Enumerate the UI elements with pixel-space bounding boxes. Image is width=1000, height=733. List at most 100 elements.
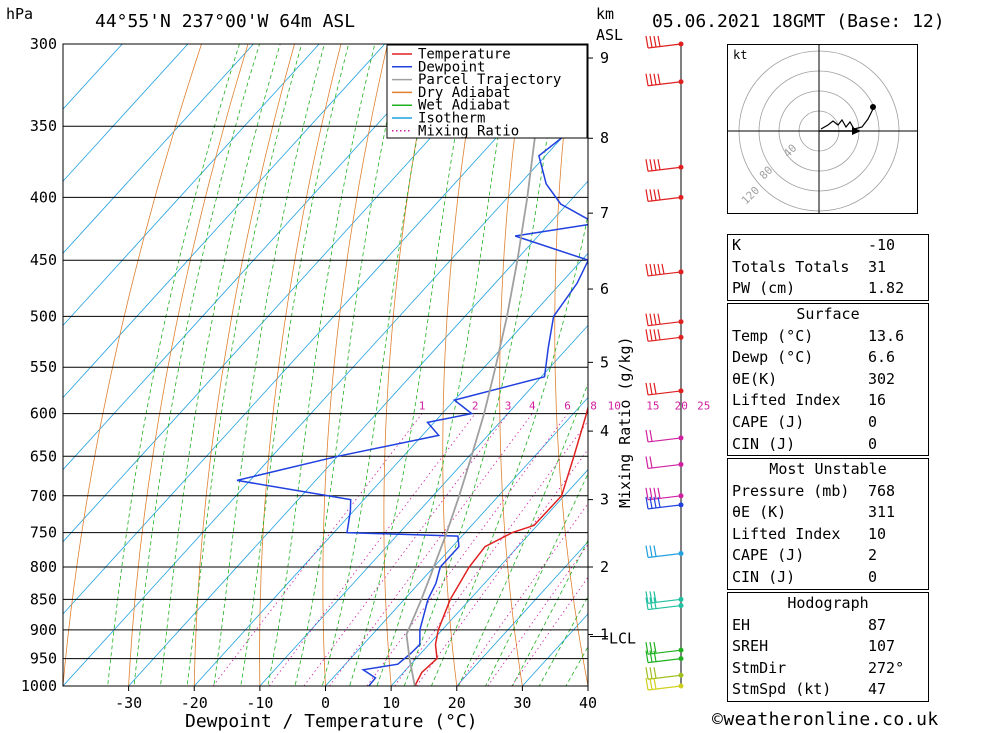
indices-top-panel: K -10 Totals Totals 31 PW (cm) 1.82 xyxy=(727,234,929,301)
wind-barb-flag xyxy=(649,35,653,48)
index-value: -10 xyxy=(868,236,896,254)
surface-label: CAPE (J) xyxy=(732,412,805,431)
hodograph-index-value: 47 xyxy=(868,680,887,699)
surface-row: Dewp (°C) 6.6 xyxy=(728,347,928,369)
index-label: Totals Totals xyxy=(732,257,850,276)
wind-barb-dot xyxy=(678,683,684,689)
wind-barb-dot xyxy=(678,551,684,557)
pressure-tick-label: 600 xyxy=(30,405,57,423)
wind-barb-flag xyxy=(653,263,657,276)
copyright-footer[interactable]: ©weatheronline.co.uk xyxy=(712,709,939,730)
hodograph-index-value: 272° xyxy=(868,658,905,677)
temperature-tick-label: -30 xyxy=(115,694,142,712)
isotherm-line xyxy=(390,469,588,686)
height-tick-label: 7 xyxy=(600,204,609,222)
hodograph-line xyxy=(820,108,874,130)
datetime-title: 05.06.2021 18GMT (Base: 12) xyxy=(652,11,945,32)
index-row: Totals Totals 31 xyxy=(728,257,928,279)
wind-barb-dot xyxy=(678,41,684,47)
surface-label: θE(K) xyxy=(732,369,778,388)
mixing-ratio-value-label: 6 xyxy=(564,400,571,413)
surface-label: Lifted Index xyxy=(732,391,841,410)
pressure-tick-label: 350 xyxy=(30,117,57,135)
most-unstable-value: 0 xyxy=(868,567,878,586)
wind-barb-flag xyxy=(653,382,657,395)
wind-barb-flag xyxy=(645,73,649,86)
legend-label: Parcel Trajectory xyxy=(418,72,561,88)
mixing-ratio-axis-label: Mixing Ratio (g/kg) xyxy=(616,336,634,508)
wind-barb-flag xyxy=(653,667,657,679)
wind-barb-flag xyxy=(657,329,661,340)
wind-barb-staff xyxy=(647,81,682,87)
isotherm-line xyxy=(325,396,588,686)
wind-barb-flag xyxy=(645,329,649,342)
wind-barb-flag xyxy=(649,429,653,442)
isotherm-line xyxy=(63,44,254,254)
index-value: 31 xyxy=(868,257,887,276)
temperature-tick-label: 0 xyxy=(321,694,330,712)
hodograph-top-point xyxy=(870,104,876,110)
hodograph-index-value: 87 xyxy=(868,615,887,634)
pressure-tick-label: 750 xyxy=(30,524,57,542)
wind-barb-staff xyxy=(647,649,682,655)
hodograph-index-label: SREH xyxy=(732,637,769,656)
wind-barb-flag xyxy=(649,650,653,663)
surface-value: 302 xyxy=(868,369,896,388)
wind-barb-staff xyxy=(647,336,682,342)
pressure-tick-label: 450 xyxy=(30,251,57,269)
wind-barb-flag xyxy=(657,313,661,325)
wind-barb-flag xyxy=(645,313,649,326)
most-unstable-row: θE (K) 311 xyxy=(728,502,928,524)
height-tick-label: 9 xyxy=(600,49,609,67)
wind-barb-dot xyxy=(678,269,684,275)
wind-barb-staff xyxy=(647,196,682,202)
wet-adiabat-line xyxy=(267,44,376,686)
mixing-ratio-value-label: 8 xyxy=(590,400,597,413)
wind-barb-flag xyxy=(649,189,653,202)
wind-barb-dot xyxy=(678,647,684,653)
wind-barb-staff xyxy=(647,604,682,611)
temperature-tick-label: 20 xyxy=(448,694,466,712)
wind-barb-staff xyxy=(647,674,682,680)
temperature-axis: -30 -20 -10 0 10 20 30 40 xyxy=(115,686,597,712)
dewpoint-line xyxy=(236,116,588,686)
mixing-ratio-value-label: 10 xyxy=(608,400,621,413)
wind-barb-flag xyxy=(657,159,661,170)
wet-adiabat-line xyxy=(321,44,437,686)
most-unstable-panel: Most Unstable Pressure (mb) 768 θE (K) 311 L… xyxy=(727,458,929,590)
dry-adiabat-line xyxy=(943,7,1000,712)
height-axis: 1 2 3 4 5 6 7 8 9 LCL xyxy=(588,49,636,648)
surface-label: CIN (J) xyxy=(732,434,796,453)
most-unstable-label: CAPE (J) xyxy=(732,546,805,565)
isotherm-line xyxy=(259,324,588,686)
dry-adiabat-line xyxy=(989,7,1000,712)
mixing-ratio-value-label: 4 xyxy=(529,400,536,413)
wind-barb-flag xyxy=(649,159,653,171)
wind-barb-flag xyxy=(649,667,653,679)
wind-barb-flag xyxy=(657,487,661,499)
pressure-tick-label: 800 xyxy=(30,558,57,576)
hodograph-index-value: 107 xyxy=(868,637,896,656)
legend-label: Temperature xyxy=(418,47,511,63)
dry-adiabat-line xyxy=(442,44,481,686)
wind-barb-flag xyxy=(657,35,661,47)
wind-barb-dot xyxy=(678,194,684,200)
pressure-tick-label: 900 xyxy=(30,621,57,639)
dry-adiabat-line xyxy=(63,44,202,686)
most-unstable-label: Lifted Index xyxy=(732,524,841,543)
hodograph-ring-label: 120 xyxy=(739,184,762,207)
wind-barb-flag xyxy=(653,313,657,325)
hodograph-panel: Hodograph EH 87 SREH 107 StmDir 272° StmSpd (k… xyxy=(727,592,929,702)
wind-barb-dot xyxy=(678,672,684,678)
wind-barb-flag xyxy=(645,487,649,500)
pressure-tick-label: 650 xyxy=(30,447,57,465)
legend-label: Wet Adiabat xyxy=(418,98,511,114)
wind-barb-flag xyxy=(645,35,649,49)
wind-barb-flag xyxy=(649,487,653,500)
wind-barb-flag xyxy=(645,496,649,509)
isotherm-line xyxy=(63,44,123,110)
wind-barb-flag xyxy=(649,456,653,469)
most-unstable-label: θE (K) xyxy=(732,503,787,522)
